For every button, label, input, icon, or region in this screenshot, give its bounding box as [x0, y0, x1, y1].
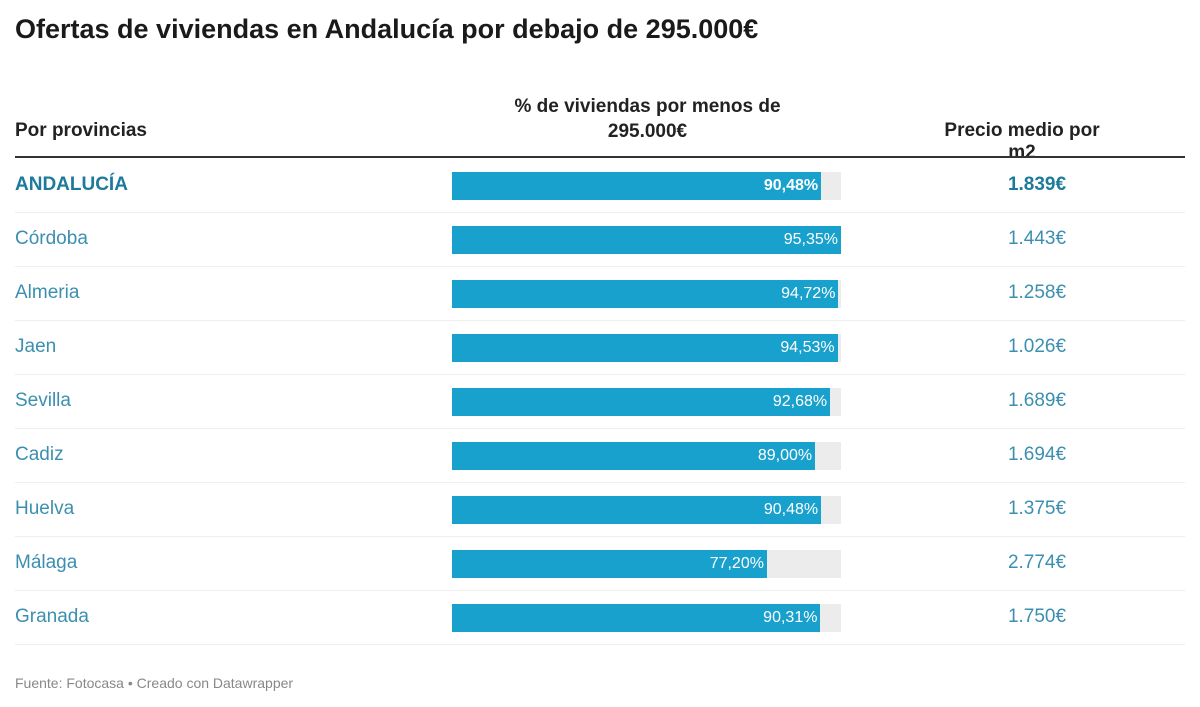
- province-name: Huelva: [15, 498, 75, 519]
- bar-value-label: 90,48%: [763, 501, 819, 518]
- price-per-m2: 1.689€: [1007, 390, 1067, 411]
- header-provinces: Por provincias: [15, 120, 147, 141]
- bar-value-label: 94,72%: [781, 285, 836, 302]
- price-per-m2: 1.750€: [1007, 606, 1067, 627]
- bar-track: 89,00%: [452, 442, 841, 470]
- table-row: Granada 90,31% 1.750€: [15, 591, 1185, 645]
- table-row: Málaga 77,20% 2.774€: [15, 537, 1185, 591]
- province-name: Sevilla: [15, 390, 71, 411]
- bar-track: 95,35%: [452, 226, 841, 254]
- bar: 90,48%: [452, 172, 822, 200]
- table-row: Cadiz 89,00% 1.694€: [15, 429, 1185, 483]
- table-row: Huelva 90,48% 1.375€: [15, 483, 1185, 537]
- bar-track: 90,48%: [452, 496, 841, 524]
- bar-value-label: 89,00%: [757, 447, 813, 464]
- province-name: Almeria: [15, 282, 80, 303]
- bar: 94,72%: [452, 280, 839, 308]
- bar: 90,31%: [452, 604, 821, 632]
- province-name: Jaen: [15, 336, 57, 357]
- price-per-m2: 2.774€: [1007, 552, 1067, 573]
- bar-value-label: 90,48%: [763, 177, 819, 194]
- price-per-m2: 1.839€: [1007, 174, 1067, 195]
- bar: 90,48%: [452, 496, 822, 524]
- bar-value-label: 92,68%: [772, 393, 828, 410]
- bar: 95,35%: [452, 226, 841, 254]
- bar-track: 90,48%: [452, 172, 841, 200]
- price-per-m2: 1.694€: [1007, 444, 1067, 465]
- province-name: Cadiz: [15, 444, 64, 465]
- province-name: Granada: [15, 606, 89, 627]
- price-per-m2: 1.443€: [1007, 228, 1067, 249]
- table-row: Jaen 94,53% 1.026€: [15, 321, 1185, 375]
- province-name: Córdoba: [15, 228, 88, 249]
- bar: 92,68%: [452, 388, 831, 416]
- header-divider: [15, 156, 1185, 158]
- chart-title: Ofertas de viviendas en Andalucía por de…: [15, 14, 759, 44]
- bar: 89,00%: [452, 442, 816, 470]
- footer-source: Fuente: Fotocasa • Creado con Datawrappe…: [15, 675, 294, 691]
- bar-value-label: 94,53%: [780, 339, 835, 356]
- table-row: ANDALUCÍA 90,48% 1.839€: [15, 159, 1185, 213]
- price-per-m2: 1.026€: [1007, 336, 1067, 357]
- province-name: ANDALUCÍA: [15, 174, 128, 195]
- bar-track: 90,31%: [452, 604, 841, 632]
- bar-value-label: 95,35%: [783, 231, 838, 248]
- bar-value-label: 77,20%: [709, 555, 764, 572]
- table-row: Sevilla 92,68% 1.689€: [15, 375, 1185, 429]
- price-per-m2: 1.258€: [1007, 282, 1067, 303]
- bar: 77,20%: [452, 550, 767, 578]
- table-row: Almeria 94,72% 1.258€: [15, 267, 1185, 321]
- price-per-m2: 1.375€: [1007, 498, 1067, 519]
- province-name: Málaga: [15, 552, 78, 573]
- bar-track: 94,53%: [452, 334, 841, 362]
- bar-track: 77,20%: [452, 550, 841, 578]
- bar-value-label: 90,31%: [763, 609, 818, 626]
- bar: 94,53%: [452, 334, 838, 362]
- table-row: Córdoba 95,35% 1.443€: [15, 213, 1185, 267]
- bar-track: 92,68%: [452, 388, 841, 416]
- bar-track: 94,72%: [452, 280, 841, 308]
- header-percent: % de viviendas por menos de 295.000€: [514, 96, 781, 142]
